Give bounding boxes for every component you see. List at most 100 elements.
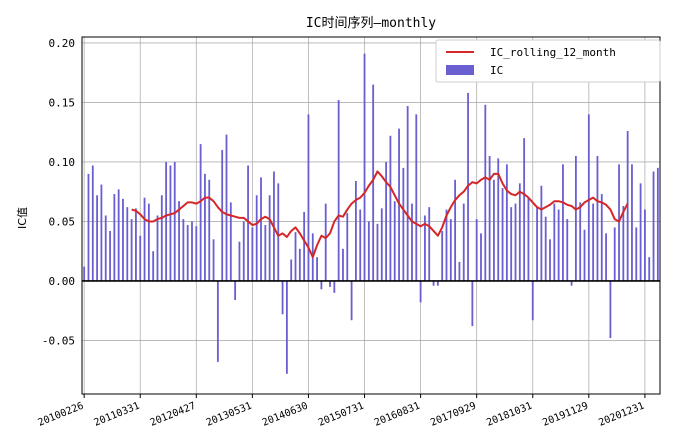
ic-bar [432, 280, 435, 286]
ic-bar [613, 227, 616, 281]
ic-bar [173, 161, 176, 281]
ic-bar [622, 205, 625, 281]
x-tick-label: 20120427 [149, 401, 198, 429]
ic-bar [562, 164, 564, 281]
ic-bar [316, 257, 318, 281]
ic-bar [527, 197, 530, 281]
ic-bar [303, 211, 306, 281]
ic-bar [540, 185, 543, 281]
ic-bar [505, 164, 508, 281]
x-tick-label: 20160831 [373, 401, 422, 429]
ic-bar [372, 84, 375, 281]
ic-bar [109, 230, 111, 281]
ic-bar [648, 257, 651, 281]
ic-bar [544, 216, 547, 281]
ic-bar [570, 280, 573, 286]
ic-bar [656, 167, 659, 281]
y-tick-label: 0.15 [49, 96, 76, 109]
ic-bar [514, 203, 517, 281]
x-tick-label: 20130531 [205, 401, 254, 429]
ic-bar [260, 177, 262, 281]
ic-bar [255, 195, 258, 281]
ic-bar [156, 215, 159, 281]
ic-bar [587, 114, 590, 281]
y-tick-label: 0.00 [49, 275, 76, 288]
ic-bar [484, 104, 487, 281]
legend-label-rolling: IC_rolling_12_month [490, 46, 616, 59]
ic-bar [225, 134, 228, 281]
ic-bar [251, 227, 254, 281]
ic-bar [264, 225, 267, 281]
ic-bar [135, 208, 137, 281]
ic-bar [178, 201, 180, 281]
ic-bar [195, 226, 198, 281]
ic-bar [199, 144, 202, 281]
ic-bar [113, 194, 116, 281]
ic-bar [639, 183, 642, 281]
ic-bar [277, 183, 280, 281]
ic-bar [216, 280, 219, 362]
ic-bar [294, 232, 297, 281]
ic-bar [462, 203, 465, 281]
ic-bar [557, 209, 560, 281]
ic-bar [91, 165, 94, 281]
ic-bar [324, 203, 327, 281]
ic-bar [510, 207, 513, 281]
ic-bar [204, 173, 206, 281]
ic-bar [337, 100, 340, 281]
ic-bar [583, 229, 586, 281]
legend-label-ic: IC [490, 64, 503, 77]
ic-bar [501, 188, 504, 281]
ic-bar [553, 203, 556, 281]
ic-bar [549, 239, 551, 281]
ic-bar [122, 198, 124, 281]
ic-bar [229, 202, 232, 281]
ic-bar [359, 209, 362, 281]
ic-bar [531, 280, 534, 321]
ic-bar [389, 135, 392, 281]
ic-bar [376, 223, 379, 281]
ic-bar [342, 248, 344, 281]
ic-bar [380, 208, 383, 281]
ic-bar [285, 280, 288, 374]
ic-bar [631, 164, 633, 281]
ic-bar [268, 195, 271, 281]
ic-bar [441, 230, 444, 281]
ic-bar [191, 221, 193, 281]
ic-bar [234, 280, 237, 300]
x-tick-label: 20100226 [36, 401, 85, 429]
ic-bar [87, 173, 90, 281]
x-tick-label: 20150731 [317, 401, 366, 429]
ic-bar [458, 261, 461, 281]
ic-bar [350, 280, 353, 321]
ic-bar [298, 248, 301, 281]
x-tick-label: 20170929 [429, 401, 478, 429]
x-tick-label: 20140630 [261, 401, 310, 429]
ic-bar [104, 215, 107, 281]
y-tick-label: 0.05 [49, 215, 76, 228]
ic-bar [402, 167, 405, 281]
ic-bar [605, 233, 607, 281]
y-tick-label: -0.05 [42, 334, 75, 347]
x-tick-label: 20181031 [485, 401, 534, 429]
ic-bar [523, 138, 526, 281]
ic-bar [415, 114, 418, 281]
plot-area: -0.05 0.00 0.05 0.10 0.15 0.20 20100226 2011033… [36, 36, 661, 429]
ic-bar [635, 227, 638, 281]
ic-bar [488, 156, 491, 281]
ic-bar [367, 221, 370, 281]
chart-title: IC时间序列—monthly [306, 16, 436, 31]
y-tick-label: 0.10 [49, 156, 76, 169]
ic-bar [221, 150, 224, 281]
ic-bar [493, 179, 495, 281]
ic-bar [363, 53, 366, 281]
ic-bar [290, 259, 293, 281]
ic-bar [411, 203, 413, 281]
rolling-ic-line [131, 170, 629, 259]
ic-bar [574, 156, 577, 281]
legend-bar-swatch [446, 65, 474, 75]
ic-bar [471, 280, 474, 327]
ic-bar [126, 207, 129, 281]
legend-box [435, 39, 661, 83]
